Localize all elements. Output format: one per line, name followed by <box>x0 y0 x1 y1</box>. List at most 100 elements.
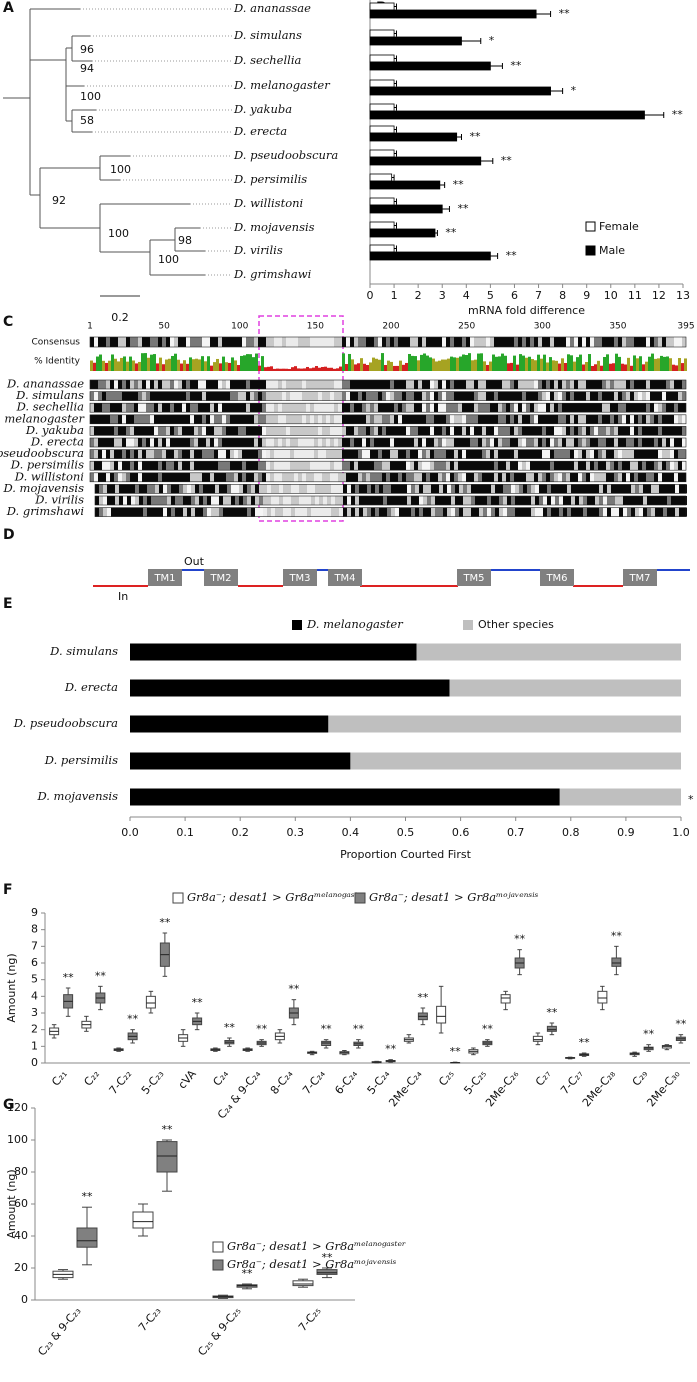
alignment-cell <box>526 414 530 424</box>
identity-bar <box>105 362 108 371</box>
alignment-cell <box>595 496 599 505</box>
alignment-cell <box>310 449 314 459</box>
alignment-cell <box>658 391 662 401</box>
category-label: 2Me-C₃₀ <box>644 1067 682 1109</box>
bar-segment <box>130 752 351 770</box>
alignment-cell <box>90 472 94 482</box>
bar <box>369 9 537 19</box>
alignment-cell <box>682 403 686 413</box>
alignment-cell <box>346 426 350 436</box>
alignment-cell <box>638 472 642 482</box>
alignment-cell <box>326 403 330 413</box>
alignment-cell <box>546 380 550 389</box>
alignment-cell <box>274 426 278 436</box>
alignment-cell <box>575 496 579 505</box>
alignment-cell <box>250 414 254 424</box>
alignment-cell <box>490 461 494 471</box>
alignment-cell <box>346 472 350 482</box>
bootstrap-value: 100 <box>110 163 131 176</box>
alignment-cell <box>639 496 643 505</box>
alignment-cell <box>379 496 383 505</box>
alignment-cell <box>182 449 186 459</box>
alignment-cell <box>574 449 578 459</box>
alignment-cell <box>666 414 670 424</box>
alignment-cell <box>502 403 506 413</box>
alignment-cell <box>558 414 562 424</box>
alignment-cell <box>534 403 538 413</box>
alignment-cell <box>506 426 510 436</box>
alignment-cell <box>386 337 390 347</box>
alignment-cell <box>458 461 462 471</box>
alignment-cell <box>410 337 414 347</box>
alignment-cell <box>674 472 678 482</box>
alignment-cell <box>230 472 234 482</box>
alignment-cell <box>430 426 434 436</box>
error-bar <box>435 230 438 236</box>
alignment-cell <box>130 426 134 436</box>
alignment-cell <box>562 472 566 482</box>
alignment-cell <box>430 438 434 447</box>
error-bar <box>536 11 552 17</box>
alignment-cell <box>202 449 206 459</box>
identity-bar <box>330 367 333 371</box>
alignment-cell <box>186 461 190 471</box>
alignment-cell <box>186 403 190 413</box>
alignment-cell <box>610 403 614 413</box>
alignment-cell <box>386 449 390 459</box>
bootstrap-value: 94 <box>80 62 94 75</box>
alignment-cell <box>538 414 542 424</box>
bar <box>369 228 436 238</box>
alignment-cell <box>402 414 406 424</box>
alignment-cell <box>238 438 242 447</box>
alignment-cell <box>166 403 170 413</box>
alignment-cell <box>202 426 206 436</box>
alignment-cell <box>434 337 438 347</box>
alignment-cell <box>174 380 178 389</box>
alignment-cell <box>230 449 234 459</box>
alignment-cell <box>678 391 682 401</box>
alignment-cell <box>426 391 430 401</box>
alignment-cell <box>482 414 486 424</box>
alignment-cell <box>642 461 646 471</box>
alignment-cell <box>271 484 275 494</box>
alignment-cell <box>350 472 354 482</box>
alignment-cell <box>682 449 686 459</box>
alignment-cell <box>451 496 455 505</box>
alignment-cell <box>638 426 642 436</box>
alignment-cell <box>455 507 459 517</box>
alignment-cell <box>166 391 170 401</box>
identity-bar <box>114 358 117 371</box>
alignment-cell <box>334 414 338 424</box>
error-bar <box>394 245 397 252</box>
alignment-cell <box>458 449 462 459</box>
alignment-cell <box>586 391 590 401</box>
alignment-cell <box>359 496 363 505</box>
alignment-cell <box>615 496 619 505</box>
alignment-cell <box>450 426 454 436</box>
alignment-cell <box>230 337 234 347</box>
alignment-cell <box>355 507 359 517</box>
category-label: C₂₉ <box>630 1068 651 1089</box>
alignment-cell <box>190 391 194 401</box>
alignment-cell <box>667 507 671 517</box>
alignment-cell <box>526 337 530 347</box>
alignment-cell <box>423 484 427 494</box>
alignment-cell <box>366 438 370 447</box>
alignment-cell <box>302 438 306 447</box>
species-row-label: D. erecta <box>30 435 84 449</box>
alignment-cell <box>398 426 402 436</box>
alignment-cell <box>490 414 494 424</box>
alignment-cell <box>114 391 118 401</box>
identity-bar <box>447 358 450 371</box>
alignment-cell <box>114 426 118 436</box>
identity-bar <box>606 354 609 371</box>
identity-bar <box>534 360 537 371</box>
alignment-cell <box>618 391 622 401</box>
identity-bar <box>273 368 276 371</box>
alignment-cell <box>318 461 322 471</box>
identity-bar <box>465 355 468 371</box>
alignment-cell <box>622 403 626 413</box>
alignment-cell <box>346 449 350 459</box>
identity-bar <box>171 355 174 371</box>
alignment-cell <box>582 426 586 436</box>
